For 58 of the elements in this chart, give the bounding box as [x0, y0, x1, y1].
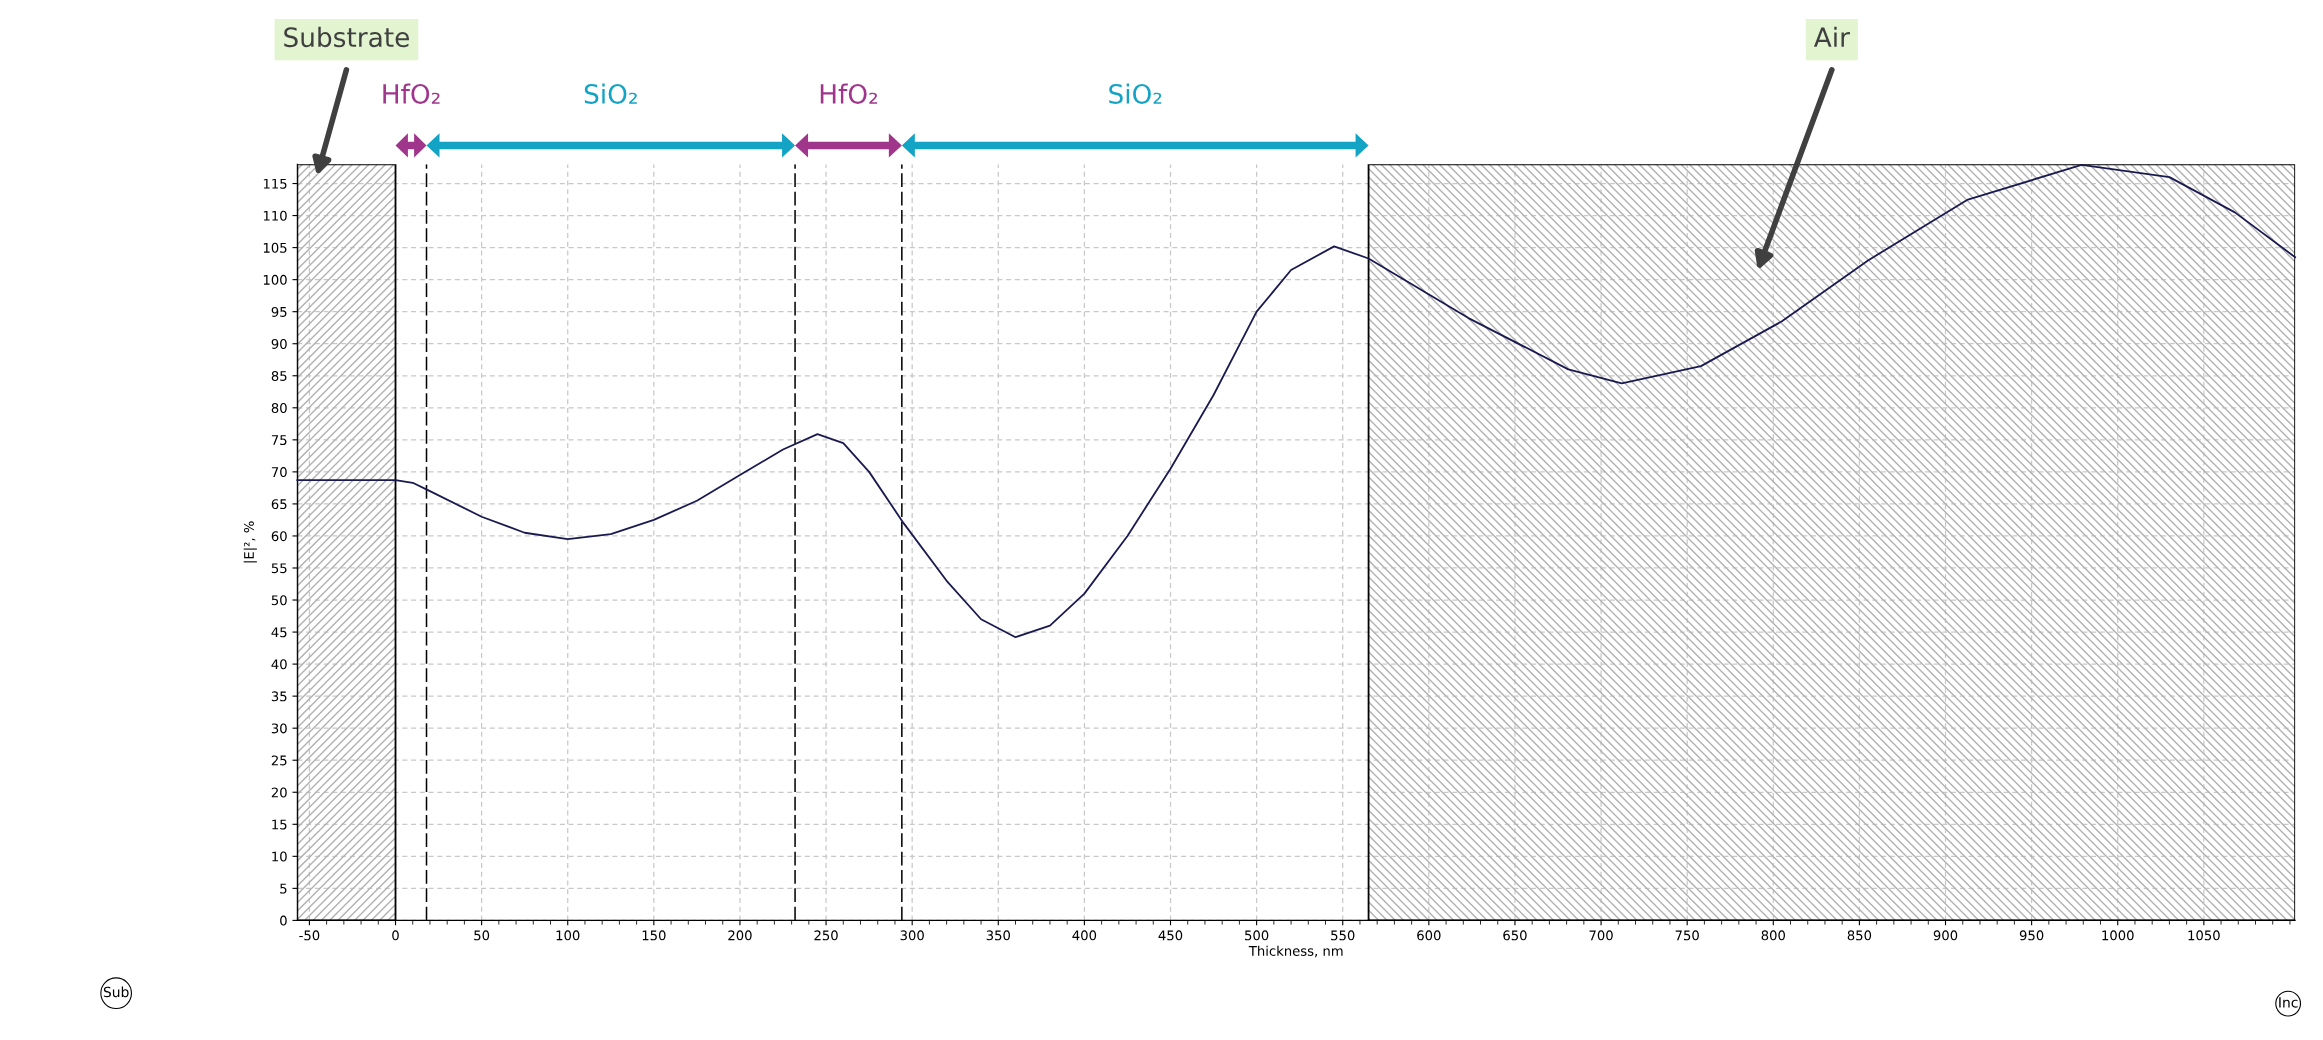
text: SiO₂: [584, 83, 637, 104]
y-tick-label: 55: [271, 563, 287, 574]
x-tick-label: 550: [1331, 930, 1355, 941]
y-tick-label: 80: [271, 403, 287, 413]
y-tick-label: 0: [280, 915, 287, 926]
x-tick-label: 450: [1158, 930, 1183, 941]
y-tick-label: 40: [271, 659, 287, 670]
band-label: Substrate: [284, 26, 409, 48]
y-tick-label: 115: [263, 178, 287, 189]
x-tick-label: 200: [728, 930, 752, 941]
y-axis-title: |E|², %: [243, 521, 257, 563]
y-tick-label: 60: [271, 531, 287, 542]
x-tick-label: 750: [1675, 930, 1699, 941]
y-tick-label: 95: [271, 306, 287, 317]
x-axis-title: Thickness, nm: [1248, 945, 1343, 958]
x-tick-label: 150: [642, 930, 666, 941]
x-tick-label: 800: [1761, 930, 1786, 941]
y-tick-label: 70: [271, 467, 287, 478]
x-tick-label: 900: [1933, 930, 1958, 941]
x-tick-label: 350: [986, 930, 1010, 941]
text: SiO₂: [1109, 83, 1162, 104]
x-tick-label: 0: [392, 930, 399, 941]
x-tick-label: 500: [1245, 930, 1269, 941]
band-label: Air: [1813, 26, 1850, 47]
y-tick-label: 105: [263, 242, 287, 253]
text: HfO₂: [820, 83, 878, 104]
x-tick-label: 300: [900, 930, 924, 941]
x-tick-label: 950: [2019, 930, 2044, 941]
x-tick-label: 850: [1847, 930, 1872, 941]
y-tick-label: 65: [271, 499, 287, 510]
y-tick-label: 110: [263, 210, 287, 221]
x-tick-label: 600: [1417, 930, 1441, 941]
text: HfO₂: [383, 83, 440, 104]
y-tick-label: 75: [271, 435, 287, 446]
y-tick-label: 5: [280, 883, 287, 894]
y-tick-label: 30: [271, 723, 287, 734]
text: Sub: [103, 986, 129, 998]
x-tick-label: 250: [814, 930, 838, 941]
x-tick-label: 1000: [2102, 930, 2134, 941]
y-tick-label: 35: [271, 691, 287, 702]
x-tick-label: 1050: [2188, 930, 2220, 941]
y-tick-label: 20: [271, 787, 287, 798]
y-tick-label: 15: [272, 819, 287, 830]
y-tick-label: 45: [271, 627, 287, 638]
y-tick-label: 85: [271, 370, 287, 381]
x-tick-label: 650: [1503, 930, 1527, 941]
y-tick-label: 100: [263, 274, 287, 285]
x-tick-label: 50: [474, 930, 490, 941]
y-tick-label: 90: [271, 338, 287, 349]
y-tick-label: 25: [271, 755, 287, 766]
x-tick-label: 700: [1589, 930, 1613, 941]
text: Inc: [2279, 997, 2298, 1008]
y-tick-label: 10: [272, 851, 287, 862]
x-tick-label: 100: [556, 930, 580, 941]
x-tick-label: 400: [1072, 930, 1097, 941]
line-series: [296, 164, 2297, 639]
x-tick-label: -50: [299, 930, 320, 941]
y-tick-label: 50: [271, 595, 287, 606]
